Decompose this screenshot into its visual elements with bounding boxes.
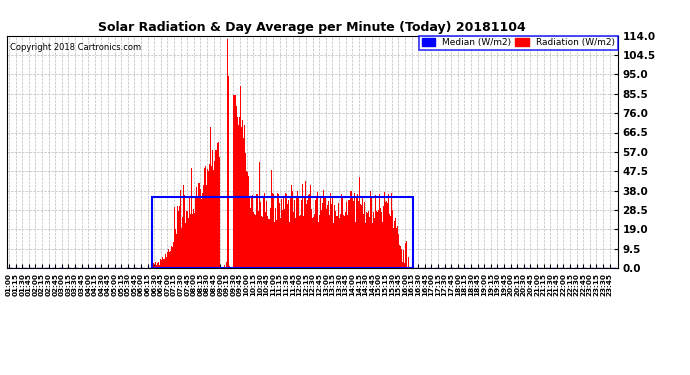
Title: Solar Radiation & Day Average per Minute (Today) 20181104: Solar Radiation & Day Average per Minute…	[99, 21, 526, 34]
Legend: Median (W/m2), Radiation (W/m2): Median (W/m2), Radiation (W/m2)	[419, 36, 618, 50]
Text: Copyright 2018 Cartronics.com: Copyright 2018 Cartronics.com	[10, 43, 141, 52]
Bar	[152, 197, 413, 268]
